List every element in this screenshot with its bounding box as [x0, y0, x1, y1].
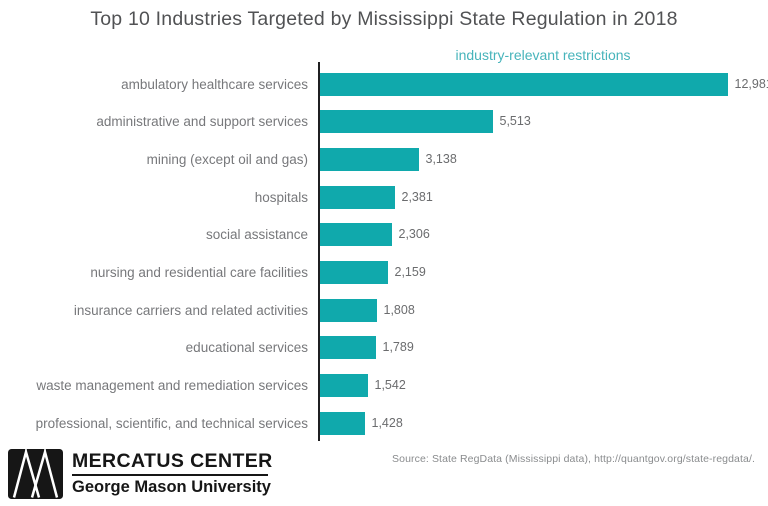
bar-row: hospitals 2,381	[0, 186, 768, 209]
bar	[319, 110, 493, 133]
bar-category-label: waste management and remediation service…	[36, 378, 308, 393]
bar	[319, 223, 392, 246]
bar-value-label: 1,542	[374, 378, 406, 392]
bar	[319, 336, 376, 359]
bar-category-label: educational services	[185, 340, 308, 355]
bar-value-label: 1,428	[371, 416, 403, 430]
bar-row: nursing and residential care facilities 2…	[0, 261, 768, 284]
chart-title: Top 10 Industries Targeted by Mississipp…	[90, 8, 678, 30]
bar-category-label: administrative and support services	[96, 114, 308, 129]
bar-value-label: 12,981	[734, 77, 768, 91]
bar-value-label: 5,513	[499, 114, 531, 128]
bar	[319, 374, 368, 397]
bar-row: administrative and support services 5,513	[0, 110, 768, 133]
bar-category-label: professional, scientific, and technical …	[35, 416, 308, 431]
bar-value-label: 1,789	[382, 340, 414, 354]
logo-text: MERCATUS CENTER George Mason University	[72, 451, 273, 497]
mercatus-logo: MERCATUS CENTER George Mason University	[8, 448, 273, 500]
bar-row: waste management and remediation service…	[0, 374, 768, 397]
bar-row: professional, scientific, and technical …	[0, 412, 768, 435]
bar-row: insurance carriers and related activitie…	[0, 299, 768, 322]
bar-category-label: nursing and residential care facilities	[90, 265, 308, 280]
bar-value-label: 2,159	[394, 265, 426, 279]
bar-row: social assistance 2,306	[0, 223, 768, 246]
bar-value-label: 1,808	[383, 303, 415, 317]
bar-category-label: mining (except oil and gas)	[146, 152, 308, 167]
bar-row: ambulatory healthcare services 12,981	[0, 73, 768, 96]
bar-row: educational services 1,789	[0, 336, 768, 359]
bar-value-label: 3,138	[425, 152, 457, 166]
bar-row: mining (except oil and gas) 3,138	[0, 148, 768, 171]
source-text: Source: State RegData (Mississippi data)…	[392, 453, 755, 465]
logo-divider	[72, 474, 268, 476]
legend-label: industry-relevant restrictions	[455, 47, 631, 63]
bar	[319, 261, 388, 284]
bar	[319, 412, 365, 435]
logo-title: MERCATUS CENTER	[72, 450, 273, 472]
bar-value-label: 2,306	[398, 227, 430, 241]
bar	[319, 148, 419, 171]
bar	[319, 73, 728, 96]
bar-category-label: social assistance	[205, 227, 308, 242]
bar	[319, 299, 377, 322]
bar-category-label: ambulatory healthcare services	[121, 77, 308, 92]
bar-category-label: insurance carriers and related activitie…	[73, 303, 308, 318]
mercatus-logo-mark-icon	[8, 448, 63, 499]
logo-subtitle: George Mason University	[72, 478, 271, 496]
bar-value-label: 2,381	[401, 190, 433, 204]
y-axis-line	[318, 62, 320, 441]
bar-category-label: hospitals	[254, 190, 308, 205]
bar	[319, 186, 395, 209]
